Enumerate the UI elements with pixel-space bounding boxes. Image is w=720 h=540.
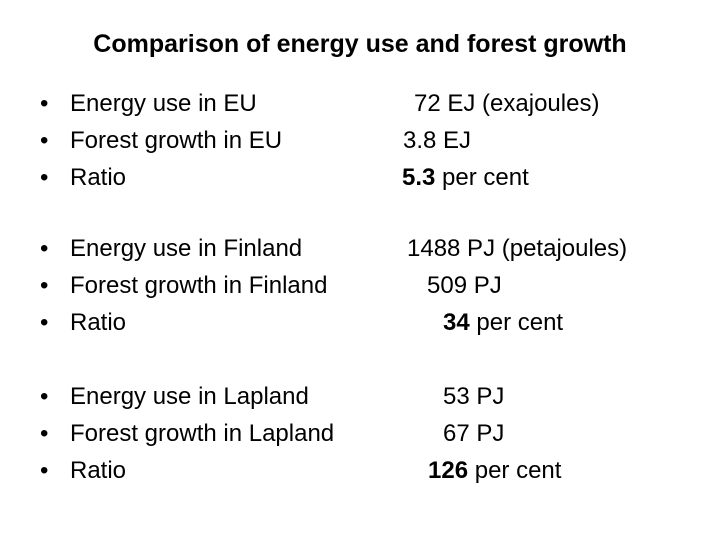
list-item: • Energy use in Lapland 53 PJ: [40, 378, 700, 415]
bullet: •: [40, 420, 49, 447]
row-value: 34 per cent: [443, 309, 564, 336]
bullet: •: [40, 90, 49, 117]
bullet: •: [40, 383, 49, 410]
row-value: 1488 PJ (petajoules): [407, 235, 628, 262]
list-item: • Ratio 34 per cent: [40, 304, 700, 341]
row-label: Ratio: [70, 309, 127, 336]
list-item: • Forest growth in EU 3.8 EJ: [40, 122, 700, 159]
row-label: Energy use in Finland: [70, 235, 303, 262]
bullet: •: [40, 164, 49, 191]
row-label: Ratio: [70, 457, 127, 484]
row-value: 126 per cent: [428, 457, 562, 484]
list-item: • Forest growth in Finland 509 PJ: [40, 267, 700, 304]
bullet: •: [40, 457, 49, 484]
list-item: • Ratio 126 per cent: [40, 452, 700, 489]
finland-group: • Energy use in Finland 1488 PJ (petajou…: [40, 230, 700, 341]
bullet: •: [40, 272, 49, 299]
page-title: Comparison of energy use and forest grow…: [93, 30, 627, 58]
row-label: Energy use in Lapland: [70, 383, 309, 410]
bullet: •: [40, 309, 49, 336]
row-label: Forest growth in Lapland: [70, 420, 335, 447]
row-value: 67 PJ: [443, 420, 505, 447]
row-value: 72 EJ (exajoules): [414, 90, 600, 117]
row-value: 509 PJ: [427, 272, 502, 299]
row-label: Forest growth in Finland: [70, 272, 328, 299]
bullet: •: [40, 235, 49, 262]
list-item: • Energy use in Finland 1488 PJ (petajou…: [40, 230, 700, 267]
row-label: Energy use in EU: [70, 90, 257, 117]
row-value: 3.8 EJ: [403, 127, 472, 154]
bullet: •: [40, 127, 49, 154]
row-label: Forest growth in EU: [70, 127, 283, 154]
row-value: 53 PJ: [443, 383, 505, 410]
row-label: Ratio: [70, 164, 127, 191]
list-item: • Energy use in EU 72 EJ (exajoules): [40, 85, 700, 122]
lapland-group: • Energy use in Lapland 53 PJ • Forest g…: [40, 378, 700, 489]
list-item: • Ratio 5.3 per cent: [40, 159, 700, 196]
row-value: 5.3 per cent: [402, 164, 529, 191]
list-item: • Forest growth in Lapland 67 PJ: [40, 415, 700, 452]
eu-group: • Energy use in EU 72 EJ (exajoules) • F…: [40, 85, 700, 196]
